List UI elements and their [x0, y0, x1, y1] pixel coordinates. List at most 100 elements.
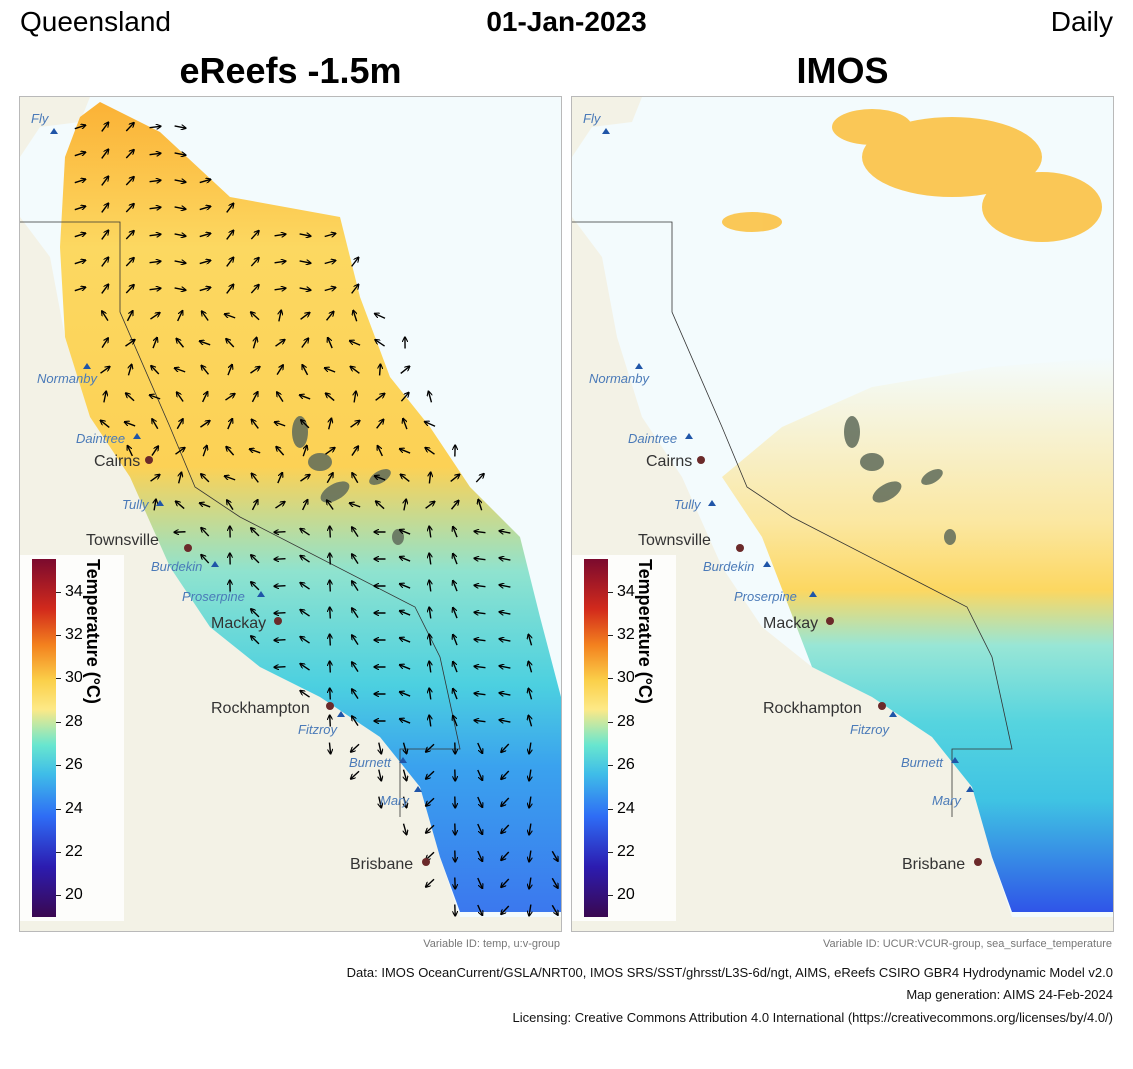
current-arrow	[100, 367, 110, 374]
current-arrow	[330, 608, 331, 619]
current-arrow	[429, 662, 431, 673]
current-arrow	[404, 742, 407, 754]
current-arrow	[330, 554, 331, 565]
current-arrow	[199, 287, 211, 290]
colorbar-tick-label: 26	[617, 756, 635, 774]
current-arrow	[174, 180, 186, 182]
current-arrow	[274, 288, 286, 290]
current-arrow	[351, 367, 360, 374]
current-arrow	[101, 123, 109, 132]
colorbar-tick-label: 24	[65, 799, 83, 817]
current-arrow	[149, 126, 161, 127]
current-arrow	[326, 393, 335, 402]
current-arrow	[429, 716, 431, 727]
current-arrow	[551, 850, 557, 861]
current-arrow	[329, 742, 330, 754]
current-arrow	[429, 392, 432, 403]
current-arrow	[74, 179, 85, 184]
current-arrow	[174, 261, 186, 263]
city-dots	[697, 456, 982, 866]
current-arrow	[351, 770, 360, 778]
current-arrow	[429, 635, 431, 646]
current-arrow	[74, 206, 85, 211]
current-arrow	[475, 585, 486, 586]
current-arrow	[400, 393, 408, 402]
current-arrow	[102, 311, 109, 322]
current-arrow	[226, 258, 234, 267]
current-arrow	[179, 473, 182, 484]
current-arrow	[149, 153, 161, 154]
river-label-normanby: Normanby	[37, 371, 98, 386]
legend-title: Temperature (°C)	[83, 559, 103, 704]
current-arrow	[453, 608, 458, 619]
current-arrow	[226, 204, 234, 213]
current-arrow	[475, 666, 486, 667]
colorbar-tick-label: 22	[617, 842, 635, 860]
reef-shapes	[844, 416, 956, 545]
river-markers	[50, 128, 422, 792]
current-arrow	[500, 558, 511, 560]
colorbar-tick	[608, 851, 613, 853]
city-label-cairns: Cairns	[94, 453, 140, 470]
colorbar-tick-label: 24	[617, 799, 635, 817]
current-arrow	[299, 288, 311, 290]
current-arrow	[74, 152, 85, 157]
city-label-rockhampton: Rockhampton	[211, 700, 310, 717]
current-arrow	[375, 394, 385, 401]
current-arrow	[400, 557, 411, 562]
current-arrow	[199, 179, 211, 182]
colorbar-tick	[56, 765, 61, 767]
date-title: 01-Jan-2023	[486, 6, 647, 37]
imos-map: Fly Normanby Daintree Tully Burdekin Pro…	[572, 97, 1113, 931]
river-label-burdekin: Burdekin	[703, 559, 754, 574]
legend-title: Temperature (°C)	[635, 559, 655, 704]
current-arrow	[400, 367, 410, 375]
current-arrow	[74, 125, 85, 130]
current-arrow	[101, 285, 109, 294]
current-arrow	[475, 693, 486, 694]
map-generation: Map generation: AIMS 24-Feb-2024	[906, 987, 1113, 1002]
current-arrow	[375, 476, 386, 481]
current-arrow	[351, 285, 359, 294]
current-arrow	[529, 769, 531, 781]
gbr-boundary	[20, 221, 461, 817]
current-arrow	[176, 501, 185, 510]
city-label-brisbane: Brisbane	[350, 856, 413, 873]
current-arrow	[529, 742, 531, 754]
current-arrow	[326, 473, 332, 484]
current-arrow	[450, 475, 460, 482]
current-arrow	[403, 419, 408, 430]
colorbar-tick-label: 26	[65, 756, 83, 774]
city-label-mackay: Mackay	[211, 615, 266, 632]
river-label-fly: Fly	[31, 111, 50, 126]
current-arrow	[149, 207, 161, 208]
current-arrow	[74, 287, 85, 292]
current-arrow	[330, 716, 331, 727]
current-arrow	[126, 311, 132, 322]
current-arrow	[125, 285, 133, 294]
current-arrow	[175, 532, 186, 533]
current-arrow	[453, 554, 458, 565]
current-arrow	[250, 285, 258, 294]
current-arrow	[251, 528, 260, 537]
current-arrow	[150, 395, 161, 400]
current-arrow	[425, 448, 435, 455]
current-arrow	[101, 177, 109, 186]
current-arrow	[353, 311, 358, 322]
current-arrow	[429, 581, 431, 592]
current-arrow	[501, 770, 510, 779]
colorbar-tick-label: 20	[65, 886, 83, 904]
river-label-fitzroy: Fitzroy	[850, 722, 891, 737]
city-dots	[145, 456, 430, 866]
current-arrow	[477, 877, 482, 888]
current-arrow	[426, 770, 435, 779]
current-arrow	[453, 662, 458, 673]
current-arrow	[352, 689, 359, 699]
current-arrow	[250, 367, 259, 374]
ereefs-sea-surface	[60, 102, 561, 912]
current-arrow	[352, 554, 359, 564]
current-arrow	[274, 261, 286, 263]
current-arrow	[154, 500, 156, 511]
current-arrow	[376, 501, 385, 510]
current-arrow	[429, 608, 431, 619]
